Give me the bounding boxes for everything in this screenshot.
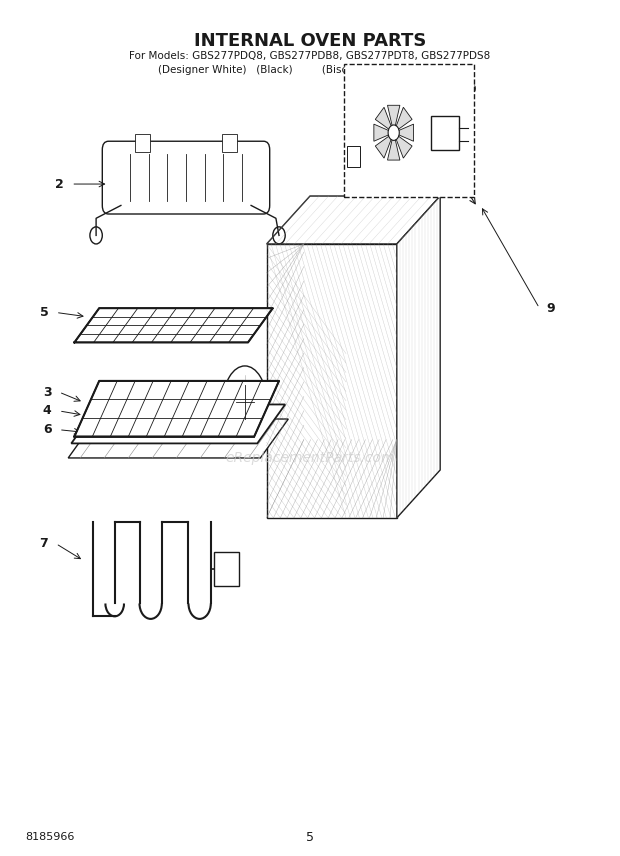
- Text: 10: 10: [460, 83, 477, 97]
- Polygon shape: [388, 133, 400, 160]
- Bar: [347, 146, 360, 167]
- Text: INTERNAL OVEN PARTS: INTERNAL OVEN PARTS: [194, 32, 426, 51]
- Bar: [222, 134, 237, 152]
- Text: 21: 21: [202, 383, 219, 396]
- Polygon shape: [74, 308, 273, 342]
- Polygon shape: [68, 419, 288, 458]
- Text: 2: 2: [55, 177, 64, 191]
- Ellipse shape: [232, 381, 257, 424]
- Polygon shape: [394, 133, 412, 158]
- Text: eReplacementParts.com: eReplacementParts.com: [225, 451, 395, 465]
- Ellipse shape: [223, 366, 267, 438]
- Bar: [214, 552, 239, 586]
- Bar: [344, 64, 474, 197]
- Circle shape: [388, 125, 399, 140]
- Polygon shape: [388, 105, 400, 133]
- Polygon shape: [394, 107, 412, 133]
- Polygon shape: [375, 133, 394, 158]
- Polygon shape: [71, 405, 285, 443]
- Text: 3: 3: [43, 385, 51, 399]
- Polygon shape: [74, 381, 279, 437]
- Text: 5: 5: [306, 830, 314, 844]
- Polygon shape: [374, 124, 394, 141]
- Text: 7: 7: [40, 537, 48, 550]
- Text: 8185966: 8185966: [25, 832, 74, 842]
- Text: 4: 4: [43, 404, 51, 418]
- Polygon shape: [267, 196, 440, 244]
- Text: 12: 12: [423, 103, 440, 116]
- Polygon shape: [394, 124, 414, 141]
- Polygon shape: [375, 107, 394, 133]
- Polygon shape: [397, 196, 440, 518]
- Bar: [135, 134, 150, 152]
- Text: 5: 5: [40, 306, 48, 319]
- Polygon shape: [267, 244, 397, 518]
- Text: 6: 6: [43, 423, 51, 437]
- Text: (Designer White)   (Black)         (Biscuit)   (Black Stainless): (Designer White) (Black) (Biscuit) (Blac…: [158, 65, 462, 75]
- Text: 9: 9: [547, 301, 556, 315]
- Text: For Models: GBS277PDQ8, GBS277PDB8, GBS277PDT8, GBS277PDS8: For Models: GBS277PDQ8, GBS277PDB8, GBS2…: [130, 51, 490, 62]
- Bar: [431, 116, 459, 150]
